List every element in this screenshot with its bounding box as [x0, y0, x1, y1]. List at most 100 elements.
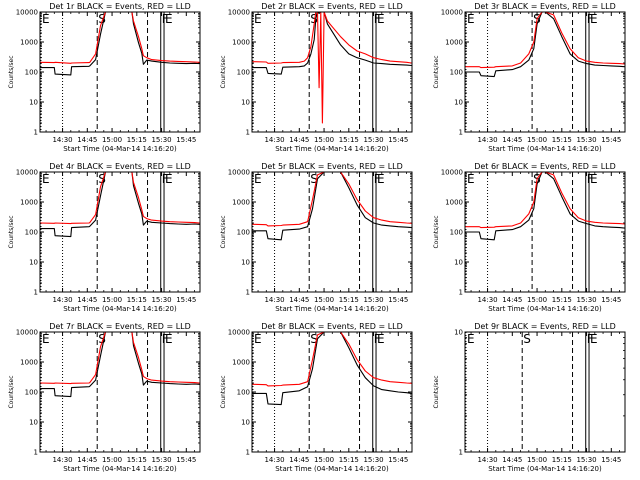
x-tick-label: 15:15 — [552, 136, 572, 144]
x-tick-label: 14:45 — [77, 456, 97, 464]
y-tick-label: 10 — [454, 329, 463, 337]
series-group — [252, 172, 412, 241]
y-tick-label: 10 — [29, 419, 38, 427]
x-tick-label: 15:15 — [552, 456, 572, 464]
event-marker-label: E — [254, 332, 262, 346]
event-marker-label: E — [377, 332, 385, 346]
series-line-events — [40, 172, 200, 238]
chart-title: Det 5r BLACK = Events, RED = LLD — [261, 162, 403, 171]
plot-frame — [39, 171, 201, 293]
series-group — [252, 332, 412, 406]
chart-panel-2: Det 2r BLACK = Events, RED = LLD Counts/s… — [220, 2, 413, 153]
chart-panel-3: Det 3r BLACK = Events, RED = LLD Counts/s… — [433, 2, 626, 153]
event-marker-label: E — [165, 332, 173, 346]
x-tick-label: 14:45 — [502, 136, 522, 144]
x-tick-label: 14:30 — [52, 296, 72, 304]
x-tick-label: 15:45 — [176, 456, 196, 464]
event-marker-label: E — [165, 12, 173, 26]
y-axis-label: Counts/sec — [220, 215, 227, 248]
y-tick-label: 100 — [25, 69, 38, 77]
y-tick-label: 10 — [454, 99, 463, 107]
chart-title: Det 3r BLACK = Events, RED = LLD — [474, 2, 616, 11]
x-tick-label: 15:45 — [388, 136, 408, 144]
x-tick-label: 14:45 — [289, 296, 309, 304]
y-tick-label: 1 — [246, 289, 250, 297]
x-axis-label: Start Time (04-Mar-14 14:16:20) — [488, 145, 602, 153]
x-tick-label: 14:30 — [477, 456, 497, 464]
y-axis-label: Counts/sec — [8, 55, 15, 88]
x-tick-label: 15:45 — [388, 456, 408, 464]
event-marker-label: F — [374, 172, 381, 186]
plot-frame — [39, 11, 201, 133]
event-marker-label: E — [590, 172, 598, 186]
event-marker-label: E — [42, 12, 50, 26]
x-tick-label: 15:15 — [127, 296, 147, 304]
series-line-lld — [252, 12, 412, 124]
series-group — [40, 332, 200, 398]
event-marker-label: S — [98, 12, 106, 26]
y-tick-label: 10000 — [16, 169, 38, 177]
y-tick-label: 1 — [34, 449, 38, 457]
event-marker-label: E — [254, 12, 262, 26]
y-tick-label: 1000 — [20, 199, 38, 207]
y-tick-label: 1000 — [20, 359, 38, 367]
event-marker-label: E — [590, 332, 598, 346]
x-tick-label: 15:45 — [601, 456, 621, 464]
plot-frame — [251, 171, 413, 293]
series-line-events — [40, 12, 200, 76]
x-tick-label: 15:45 — [601, 296, 621, 304]
x-axis-label: Start Time (04-Mar-14 14:16:20) — [275, 145, 389, 153]
x-tick-label: 15:45 — [176, 136, 196, 144]
x-tick-label: 15:00 — [102, 456, 122, 464]
event-marker-label: E — [377, 172, 385, 186]
y-tick-label: 10 — [29, 259, 38, 267]
y-axis-label: Counts/sec — [433, 55, 440, 88]
series-line-events — [465, 172, 625, 241]
x-tick-label: 14:30 — [52, 136, 72, 144]
y-tick-label: 10000 — [16, 329, 38, 337]
series-group — [252, 12, 412, 124]
x-tick-label: 15:45 — [601, 136, 621, 144]
series-line-events — [252, 332, 412, 406]
event-marker-label: S — [98, 332, 106, 346]
x-tick-label: 15:00 — [527, 136, 547, 144]
series-group — [465, 12, 625, 78]
y-axis-label: Counts/sec — [8, 375, 15, 408]
event-marker-label: E — [42, 172, 50, 186]
y-tick-label: 10000 — [441, 9, 463, 17]
chart-panel-8: Det 8r BLACK = Events, RED = LLD Counts/s… — [220, 322, 413, 473]
event-marker-label: E — [254, 172, 262, 186]
series-line-lld — [40, 172, 200, 225]
x-tick-label: 15:00 — [314, 456, 334, 464]
y-tick-label: 10 — [29, 99, 38, 107]
x-tick-label: 15:30 — [151, 296, 171, 304]
y-tick-label: 100 — [237, 229, 250, 237]
x-tick-label: 14:45 — [502, 296, 522, 304]
y-tick-label: 1 — [34, 289, 38, 297]
x-tick-label: 15:30 — [576, 456, 596, 464]
event-marker-label: F — [162, 172, 169, 186]
y-axis-label: Counts/sec — [8, 215, 15, 248]
plot-frame — [251, 11, 413, 133]
y-tick-label: 10 — [241, 259, 250, 267]
y-tick-label: 10 — [241, 419, 250, 427]
y-tick-label: 1000 — [20, 39, 38, 47]
x-tick-label: 15:30 — [151, 136, 171, 144]
event-marker-label: F — [587, 172, 594, 186]
series-line-events — [252, 172, 412, 241]
y-tick-label: 100 — [25, 389, 38, 397]
x-tick-label: 14:30 — [477, 136, 497, 144]
event-marker-label: E — [590, 12, 598, 26]
event-marker-label: F — [587, 332, 594, 346]
x-tick-label: 15:00 — [102, 136, 122, 144]
event-marker-label: E — [467, 172, 475, 186]
series-line-events — [465, 12, 625, 78]
y-tick-label: 1000 — [232, 39, 250, 47]
y-tick-label: 10000 — [441, 169, 463, 177]
plot-frame — [464, 11, 626, 133]
series-line-lld — [40, 12, 200, 64]
chart-panel-1: Det 1r BLACK = Events, RED = LLD Counts/s… — [8, 2, 201, 153]
y-tick-label: 1000 — [445, 199, 463, 207]
x-tick-label: 15:00 — [102, 296, 122, 304]
